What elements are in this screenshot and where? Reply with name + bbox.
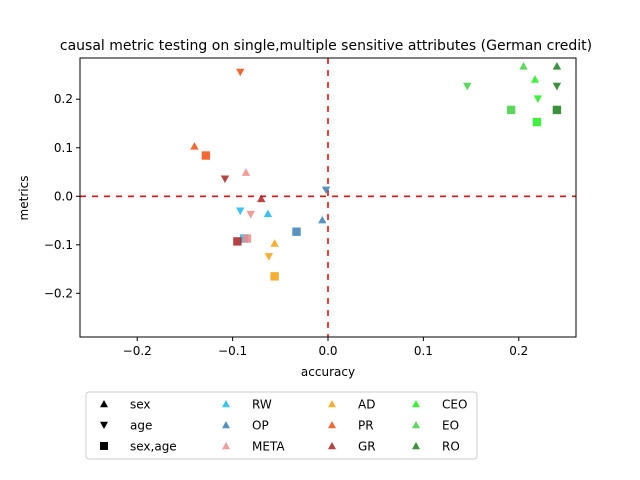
legend-label: RO <box>442 440 460 454</box>
point-op-2 <box>292 227 301 236</box>
point-ceo-2 <box>532 117 542 127</box>
point-ro-0 <box>552 62 562 70</box>
legend-marker <box>222 442 230 450</box>
y-tick-label: 0.1 <box>54 141 73 155</box>
legend-marker <box>222 400 230 408</box>
y-tick-label: −0.2 <box>44 286 73 300</box>
point-ad-0 <box>270 239 279 247</box>
legend-label: META <box>252 440 285 454</box>
legend-marker <box>412 421 420 429</box>
legend-box <box>85 391 478 460</box>
point-ro-2 <box>552 105 562 115</box>
point-pr-0 <box>236 68 245 77</box>
legend: sex age sex,age RW OP META AD PR GR CEO EO RO <box>85 391 478 460</box>
y-axis-label: metrics <box>17 176 31 221</box>
legend-marker <box>222 421 230 429</box>
chart-title: causal metric testing on single,multiple… <box>60 38 592 54</box>
point-rw-1 <box>263 209 273 218</box>
point-op-0 <box>321 186 331 195</box>
point-rw-0 <box>236 207 245 216</box>
legend-marker <box>100 421 108 429</box>
legend-marker <box>328 442 336 450</box>
point-pr-1 <box>190 142 199 150</box>
point-gr-1 <box>257 194 266 203</box>
x-tick-label: −0.2 <box>123 344 152 358</box>
x-axis-label: accuracy <box>301 365 355 379</box>
legend-label: RW <box>252 398 272 412</box>
x-tick-label: −0.1 <box>218 344 247 358</box>
point-ro-1 <box>552 82 562 91</box>
legend-label: sex <box>130 398 151 412</box>
y-tick-label: 0.0 <box>54 189 73 203</box>
point-op-1 <box>318 215 327 224</box>
legend-label: CEO <box>442 398 467 412</box>
point-meta-0 <box>241 168 251 176</box>
y-tick-label: −0.1 <box>44 238 73 252</box>
legend-label: OP <box>252 419 269 433</box>
point-ceo-0 <box>530 75 540 83</box>
x-tick-label: 0.1 <box>414 344 433 358</box>
point-meta-1 <box>246 210 255 219</box>
x-tick-label: 0.0 <box>318 344 337 358</box>
plot-area: −0.2 −0.1 0.0 0.1 0.2 −0.2 −0.1 0.0 0.1 0.2 <box>44 57 577 358</box>
legend-label: sex,age <box>130 440 177 454</box>
legend-marker <box>328 421 336 429</box>
legend-marker <box>412 400 420 408</box>
point-gr-0 <box>220 175 230 184</box>
legend-label: GR <box>358 440 376 454</box>
point-ad-2 <box>270 272 279 281</box>
point-ad-1 <box>264 253 274 261</box>
x-tick-label: 0.2 <box>509 344 528 358</box>
legend-marker <box>100 442 108 450</box>
legend-label: AD <box>358 398 375 412</box>
point-eo-0 <box>519 62 528 70</box>
point-eo-2 <box>506 105 516 115</box>
legend-marker <box>100 400 108 408</box>
y-tick-label: 0.2 <box>54 92 73 106</box>
point-meta-2 <box>242 234 252 243</box>
point-eo-1 <box>463 82 472 91</box>
legend-label: EO <box>442 419 459 433</box>
legend-label: age <box>130 419 152 433</box>
legend-marker <box>412 442 420 450</box>
legend-label: PR <box>358 419 374 433</box>
point-pr-2 <box>201 151 211 160</box>
point-ceo-1 <box>533 95 543 103</box>
legend-marker <box>328 400 336 408</box>
point-gr-2 <box>233 237 242 246</box>
